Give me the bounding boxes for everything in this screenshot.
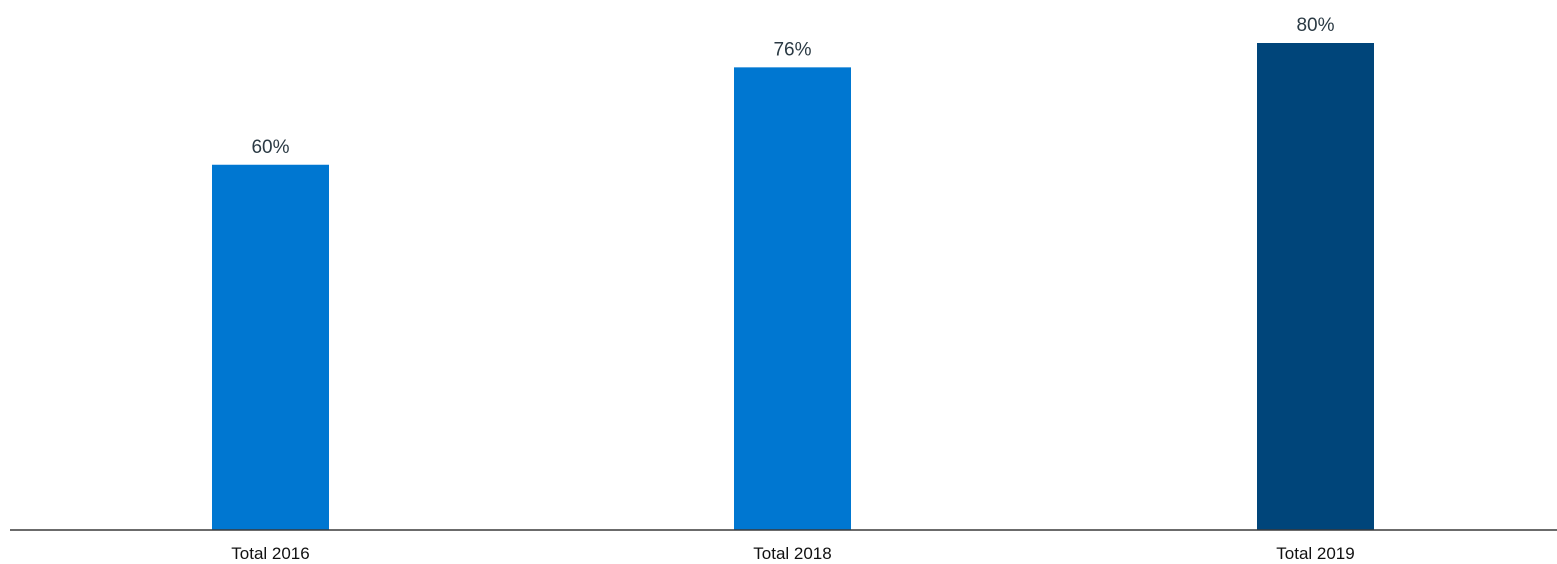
value-label-3: 80% — [1296, 15, 1334, 36]
category-labels-group: Total 2016 Total 2018 Total 2019 — [231, 544, 1354, 563]
value-label-2: 76% — [773, 39, 811, 60]
bar-1 — [212, 164, 329, 530]
bars-group — [212, 43, 1374, 530]
value-label-1: 60% — [251, 137, 289, 158]
value-labels-group: 60% 76% 80% — [251, 15, 1334, 158]
category-label-2: Total 2018 — [753, 544, 831, 563]
category-label-1: Total 2016 — [231, 544, 309, 563]
bar-2 — [734, 67, 851, 530]
bar-3 — [1257, 43, 1374, 530]
category-label-3: Total 2019 — [1276, 544, 1354, 563]
